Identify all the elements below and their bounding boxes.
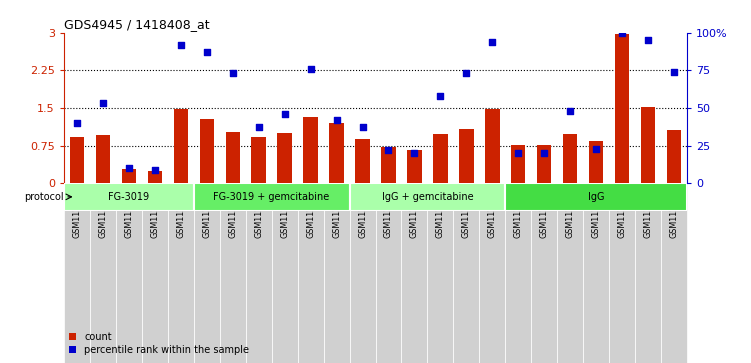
Bar <box>167 183 194 363</box>
Point <box>97 101 109 106</box>
Point <box>305 66 317 72</box>
Point <box>382 147 394 153</box>
Point <box>149 167 161 172</box>
Bar <box>635 183 661 363</box>
Point <box>487 39 499 45</box>
Bar <box>589 141 603 183</box>
Bar <box>297 183 324 363</box>
Point <box>460 70 472 76</box>
Bar <box>479 183 505 363</box>
Bar <box>122 169 136 183</box>
Bar <box>615 34 629 183</box>
Text: GDS4945 / 1418408_at: GDS4945 / 1418408_at <box>64 19 210 32</box>
Point <box>122 165 134 171</box>
Bar <box>220 183 246 363</box>
Text: protocol: protocol <box>24 192 64 202</box>
Point <box>564 108 576 114</box>
Bar <box>505 183 687 211</box>
Bar <box>349 183 505 211</box>
Bar <box>324 183 349 363</box>
Point <box>642 37 654 43</box>
Point <box>175 42 187 48</box>
Point <box>617 30 629 36</box>
Point <box>590 146 602 151</box>
Bar <box>349 183 376 363</box>
Point <box>201 49 213 55</box>
Bar <box>609 183 635 363</box>
Bar <box>64 183 194 211</box>
Bar <box>382 147 396 183</box>
Bar <box>142 183 167 363</box>
Bar <box>407 150 421 183</box>
Bar <box>148 171 162 183</box>
Text: IgG: IgG <box>588 192 605 202</box>
Bar <box>557 183 584 363</box>
Bar <box>90 183 116 363</box>
Bar <box>355 139 369 183</box>
Point <box>357 125 369 130</box>
Bar <box>376 183 402 363</box>
Text: FG-3019 + gemcitabine: FG-3019 + gemcitabine <box>213 192 330 202</box>
Bar <box>194 183 349 211</box>
Point <box>668 69 680 75</box>
Bar <box>427 183 454 363</box>
Bar <box>64 183 90 363</box>
Bar <box>511 144 526 183</box>
Point <box>227 70 239 76</box>
Text: IgG + gemcitabine: IgG + gemcitabine <box>382 192 473 202</box>
Bar <box>225 132 240 183</box>
Bar <box>200 119 214 183</box>
Bar <box>330 123 344 183</box>
Bar <box>584 183 609 363</box>
Point <box>512 150 524 156</box>
Bar <box>641 107 656 183</box>
Point <box>409 150 421 156</box>
Point <box>279 111 291 117</box>
Point <box>330 117 342 123</box>
Point <box>71 120 83 126</box>
Legend: count, percentile rank within the sample: count, percentile rank within the sample <box>68 331 249 355</box>
Point <box>252 125 264 130</box>
Bar <box>272 183 297 363</box>
Bar <box>116 183 142 363</box>
Bar <box>532 183 557 363</box>
Bar <box>246 183 272 363</box>
Bar <box>252 137 266 183</box>
Point <box>434 93 446 99</box>
Bar <box>277 133 291 183</box>
Bar <box>537 144 551 183</box>
Text: FG-3019: FG-3019 <box>108 192 149 202</box>
Bar <box>173 109 188 183</box>
Bar <box>485 109 499 183</box>
Bar <box>505 183 532 363</box>
Bar <box>661 183 687 363</box>
Point <box>538 150 550 156</box>
Bar <box>303 117 318 183</box>
Bar <box>563 134 578 183</box>
Bar <box>194 183 220 363</box>
Bar <box>95 135 110 183</box>
Bar <box>460 129 474 183</box>
Bar <box>433 134 448 183</box>
Bar <box>402 183 427 363</box>
Bar <box>667 131 681 183</box>
Bar <box>70 136 84 183</box>
Bar <box>454 183 479 363</box>
